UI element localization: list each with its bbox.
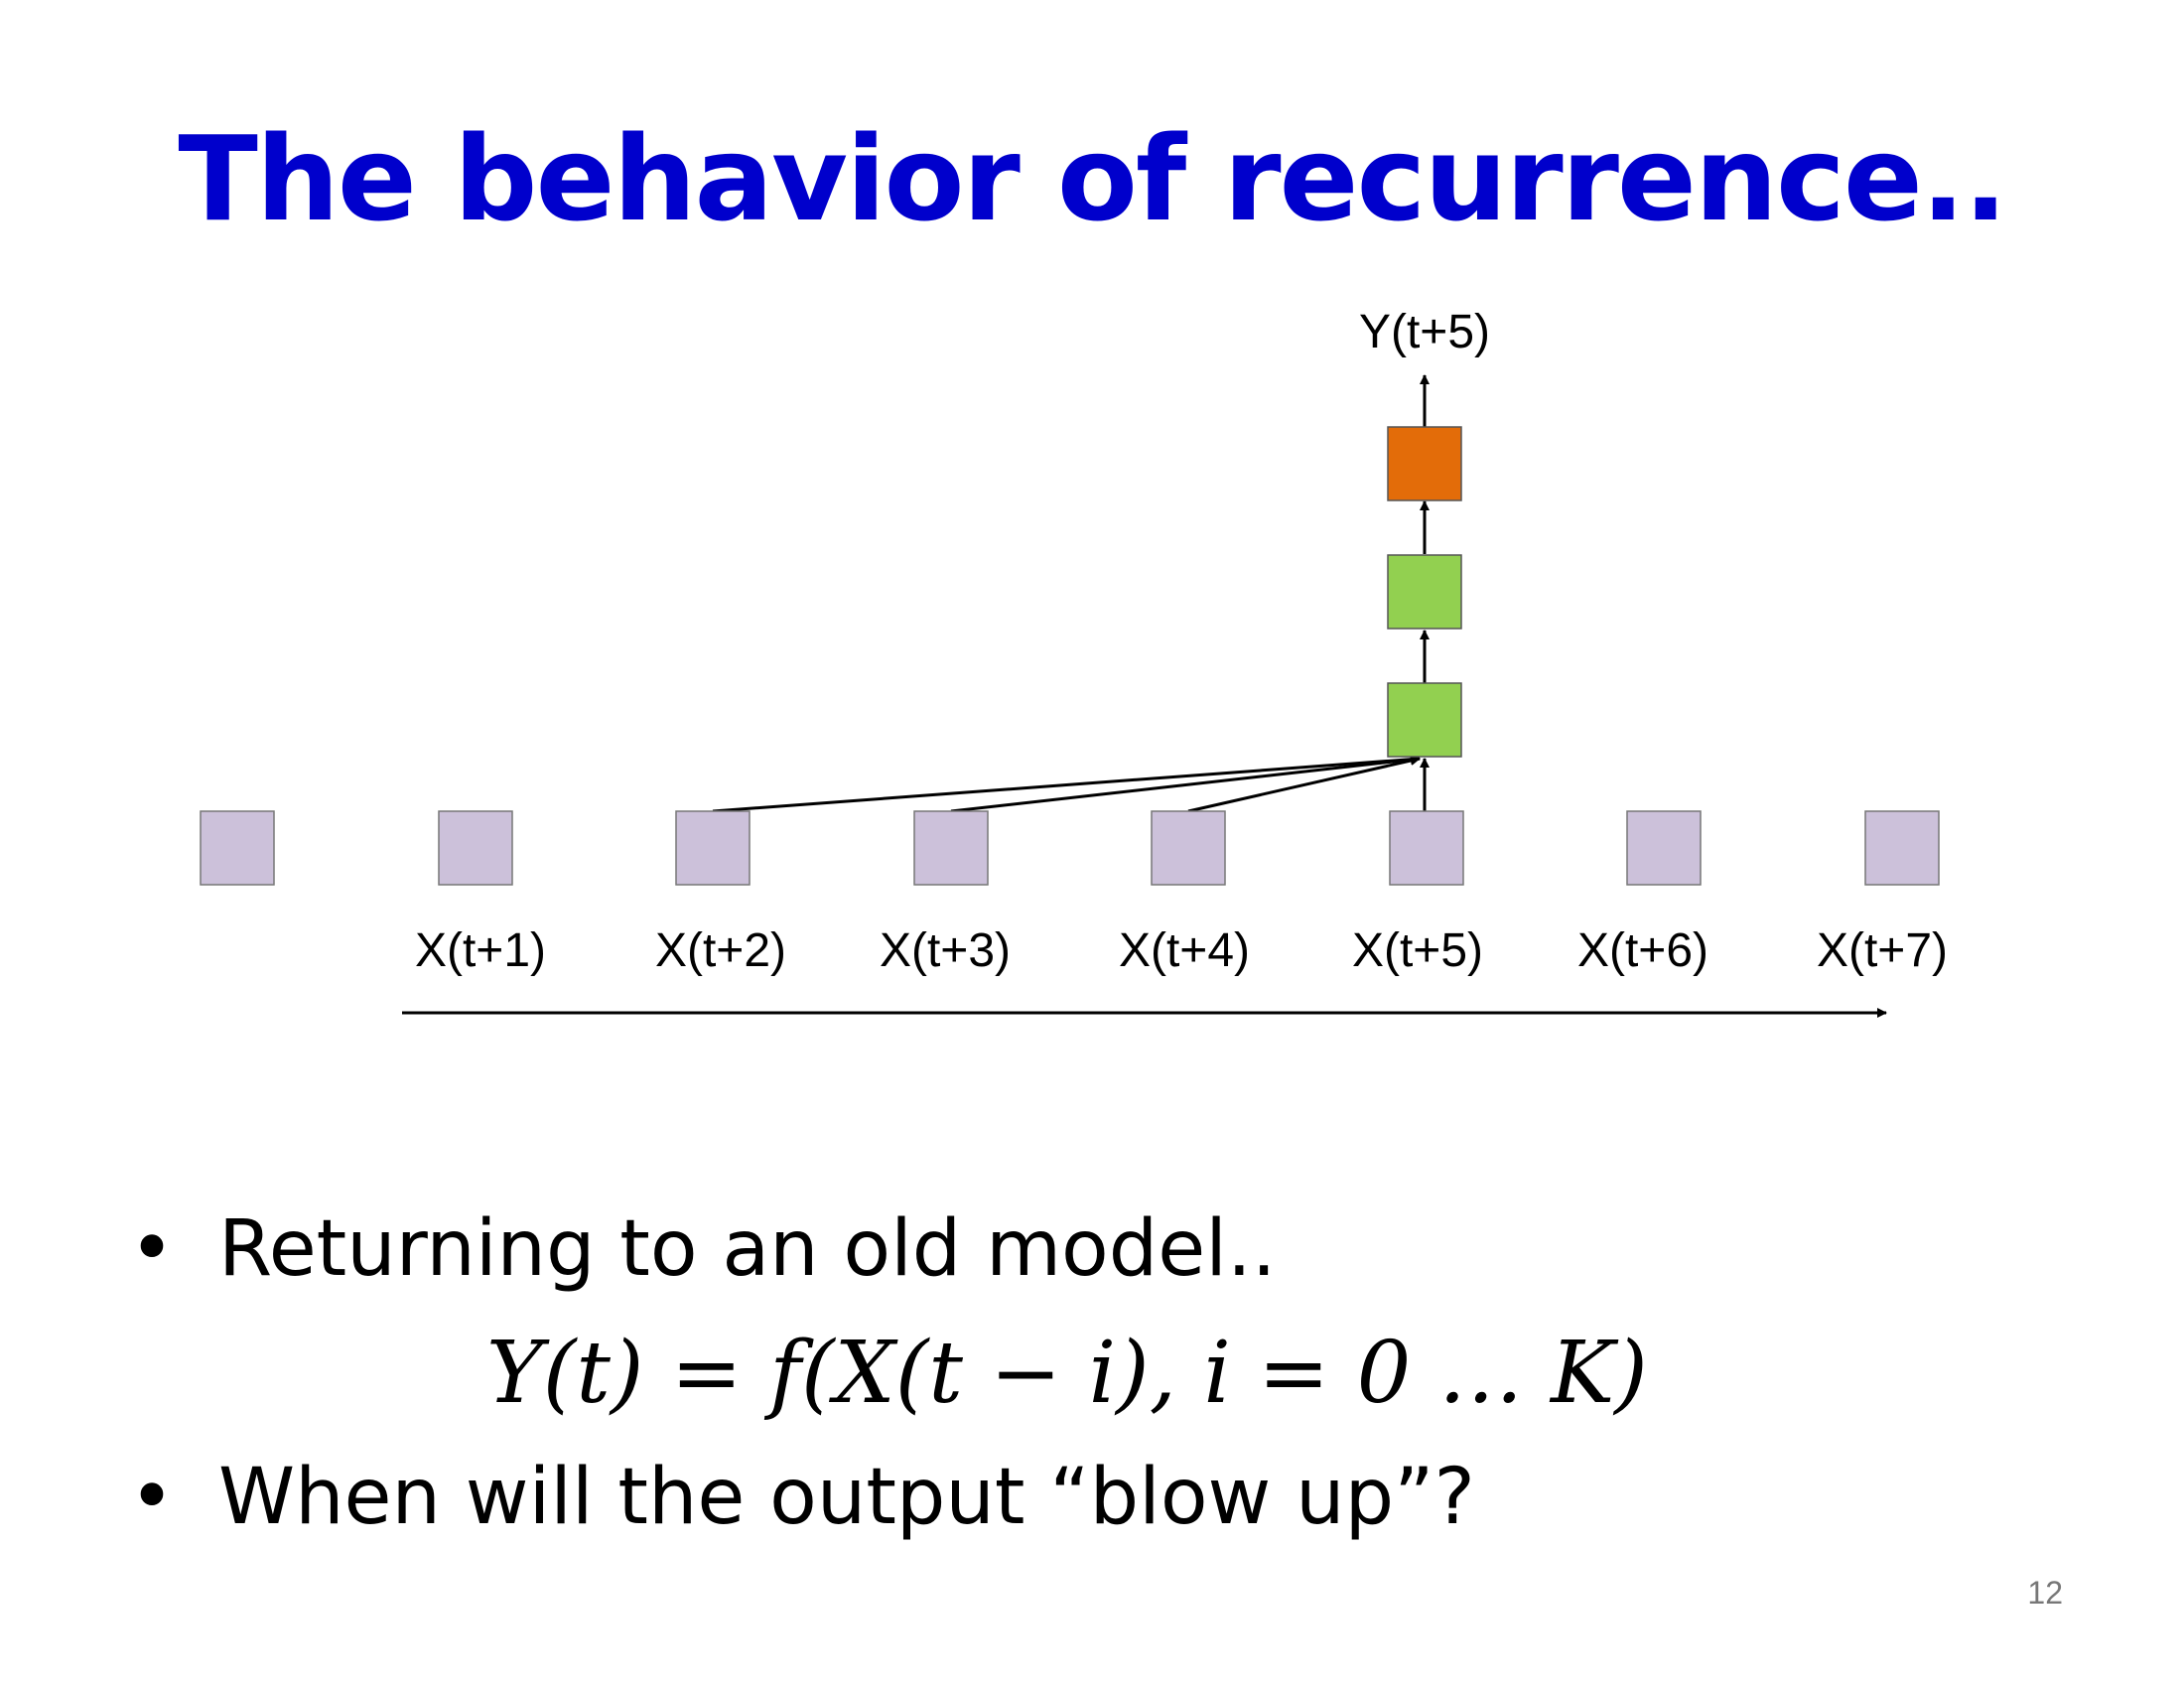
- bullet-item: • Returning to an old model..: [129, 1199, 2065, 1299]
- input-node: [1626, 810, 1702, 886]
- bullet-text: Returning to an old model..: [218, 1204, 1277, 1294]
- output-label: Y(t+5): [1359, 306, 1490, 358]
- input-node: [438, 810, 513, 886]
- input-label: X(t+3): [880, 924, 1011, 977]
- slide-title: The behavior of recurrence..: [178, 110, 2007, 247]
- hidden-node-1: [1387, 682, 1462, 758]
- input-node: [913, 810, 989, 886]
- input-label: X(t+4): [1119, 924, 1250, 977]
- input-node: [1389, 810, 1464, 886]
- input-node: [675, 810, 751, 886]
- input-label: X(t+2): [655, 924, 786, 977]
- input-node: [1151, 810, 1226, 886]
- bullet-text: When will the output “blow up”?: [218, 1453, 1475, 1542]
- input-node: [1864, 810, 1940, 886]
- bullet-list: • Returning to an old model.. Y(t) = f(X…: [129, 1199, 2065, 1547]
- input-label: X(t+6): [1577, 924, 1708, 977]
- bullet-dot: •: [129, 1204, 176, 1294]
- page-number: 12: [2027, 1575, 2063, 1611]
- input-label: X(t+5): [1352, 924, 1483, 977]
- equation: Y(t) = f(X(t − i), i = 0 … K): [486, 1324, 1648, 1423]
- arrow-input3-to-hidden1: [950, 755, 1421, 813]
- bullet-item: • When will the output “blow up”?: [129, 1448, 2065, 1547]
- bullet-dot: •: [129, 1453, 176, 1542]
- input-label: X(t+7): [1817, 924, 1948, 977]
- arrow-input4-to-hidden1: [1187, 756, 1421, 813]
- output-node: [1387, 426, 1462, 501]
- input-label: X(t+1): [415, 924, 546, 977]
- hidden-node-2: [1387, 554, 1462, 630]
- input-node: [200, 810, 275, 886]
- arrow-input2-to-hidden1: [712, 754, 1421, 813]
